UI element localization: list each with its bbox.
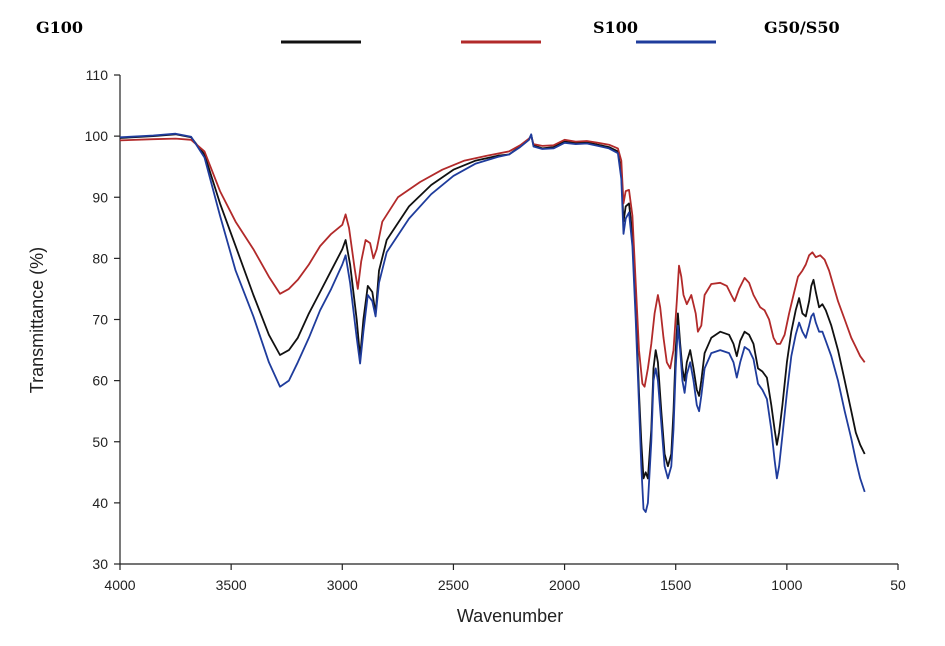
y-tick-label: 30 bbox=[92, 556, 108, 572]
y-tick-label: 40 bbox=[92, 495, 108, 511]
legend-label-g100: G100 bbox=[36, 18, 83, 37]
y-tick-label: 110 bbox=[86, 67, 109, 83]
y-tick-label: 50 bbox=[92, 434, 108, 450]
x-tick-label: 1500 bbox=[660, 577, 691, 593]
y-ticks: 30 40 50 60 70 80 90 100 110 bbox=[85, 67, 120, 572]
x-tick-label: 2500 bbox=[438, 577, 469, 593]
y-axis-title: Transmittance (%) bbox=[27, 247, 47, 393]
y-tick-label: 80 bbox=[92, 250, 108, 266]
legend-label-g50-s50: G50/S50 bbox=[764, 18, 840, 37]
series-line-g100 bbox=[119, 133, 866, 480]
series-lines bbox=[119, 132, 866, 513]
x-tick-label: 3500 bbox=[216, 577, 247, 593]
legend: G100 S100 G50/S50 bbox=[36, 18, 840, 44]
x-tick-label: 4000 bbox=[104, 577, 135, 593]
series-line-g50-s50 bbox=[119, 132, 866, 513]
x-tick-label: 50 bbox=[890, 577, 906, 593]
x-tick-label: 1000 bbox=[771, 577, 802, 593]
x-axis-title: Wavenumber bbox=[457, 606, 563, 626]
x-tick-label: 2000 bbox=[549, 577, 580, 593]
x-ticks: 4000 3500 3000 2500 2000 1500 1000 50 bbox=[104, 564, 906, 593]
y-tick-label: 90 bbox=[92, 189, 108, 205]
y-tick-label: 100 bbox=[85, 128, 109, 144]
series-line-s100 bbox=[119, 135, 866, 388]
y-tick-label: 60 bbox=[92, 373, 108, 389]
legend-label-s100: S100 bbox=[593, 18, 638, 37]
y-tick-label: 70 bbox=[92, 312, 108, 328]
x-tick-label: 3000 bbox=[327, 577, 358, 593]
